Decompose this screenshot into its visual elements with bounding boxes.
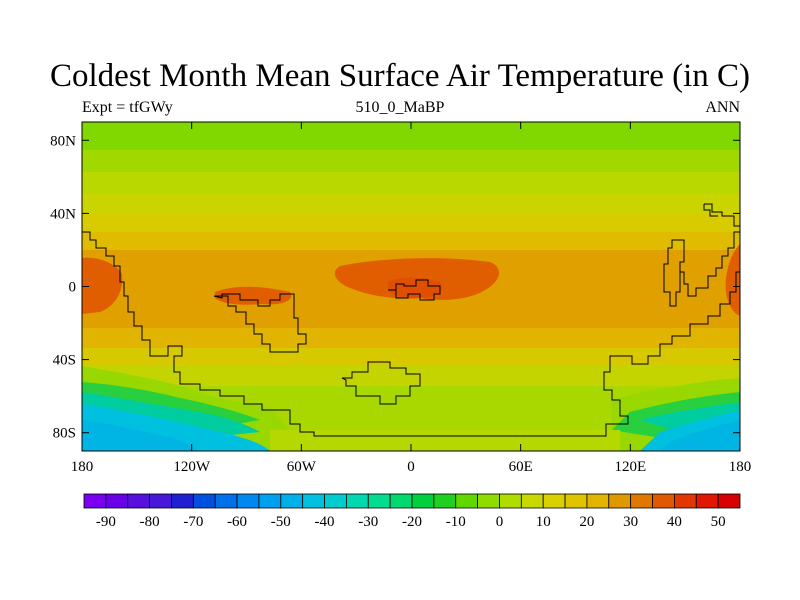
colorbar-label: 40 [667,514,682,530]
band-high-north [82,150,740,174]
colorbar-label: 20 [579,514,594,530]
colorbar-swatch [258,493,282,509]
colorbar-label: -50 [271,514,291,530]
colorbar-swatch [564,493,588,509]
temperature-field [82,122,740,451]
colorbar-label: -20 [402,514,422,530]
x-tick-label: 120E [614,459,646,475]
x-tick-label: 120W [173,459,211,475]
continent-outlines [82,203,740,437]
colorbar-label: -40 [315,514,335,530]
hot-patch-dateline-east [725,244,740,316]
colorbar [83,493,741,509]
colorbar-swatch [455,493,479,509]
cold-region-cyan [82,404,740,451]
colorbar-label: 30 [623,514,638,530]
colorbar-swatch [367,493,391,509]
colorbar-swatch [236,493,260,509]
band-low-north [82,214,740,234]
colorbar-swatch [280,493,304,509]
x-tick-label: 60W [287,459,317,475]
colorbar-labels: -90 -80 -70 -60 -50 -40 -30 -20 -10 0 10 20 30 40 50 [96,514,726,530]
coastline-equatorial-sea [388,279,441,301]
colorbar-label: -10 [446,514,466,530]
page-title: Coldest Month Mean Surface Air Temperatu… [50,58,750,94]
colorbar-label: -80 [140,514,160,530]
cold-region-teal [82,392,740,451]
band-mid-south [82,366,740,388]
colorbar-swatch [149,493,172,509]
colorbar-swatch [674,493,697,509]
y-tick-label: 0 [69,280,77,296]
colorbar-swatch [411,493,435,509]
colorbar-swatch [695,493,719,509]
y-tick-label: 80N [50,133,76,149]
colorbar-swatch [630,493,653,509]
band-low-south [82,348,740,368]
colorbar-swatch [433,493,457,509]
colorbar-swatch [608,493,632,509]
antarctic-coast-band [270,430,620,451]
colorbar-swatch [302,493,325,509]
colorbar-label: 10 [536,514,551,530]
colorbar-label: -70 [183,514,203,530]
colorbar-label: -30 [358,514,378,530]
coastline-southern-sea [341,361,421,405]
coastline-north-islands [703,203,740,227]
band-mid-north-2 [82,194,740,216]
y-tick-labels: 80N 40N 0 40S 80S [50,133,76,441]
colorbar-swatch [214,493,238,509]
colorbar-label: -60 [227,514,247,530]
hot-patch-dateline-west [82,257,123,314]
axis-ticks [81,122,741,451]
colorbar-swatch [586,493,610,509]
season-label: ANN [705,99,740,116]
colorbar-swatch [127,493,150,509]
colorbar-swatch [192,493,216,509]
y-tick-label: 40N [50,206,76,222]
coastline-pangaea [82,231,740,437]
colorbar-swatch [652,493,675,509]
colorbar-swatch [520,493,544,509]
colorbar-swatch [83,493,107,509]
band-subtropic-south [82,328,740,350]
colorbar-swatch [105,493,129,509]
coastline-central-sea [213,293,307,353]
x-tick-label: 180 [729,459,752,475]
cold-core-south [82,420,740,451]
colorbar-swatch [542,493,566,509]
x-tick-label: 180 [71,459,94,475]
band-mid-north-1 [82,172,740,196]
x-tick-label: 60E [509,459,533,475]
colorbar-label: -90 [96,514,116,530]
y-tick-label: 80S [53,426,76,442]
colorbar-swatch [717,493,741,509]
x-tick-label: 0 [407,459,415,475]
band-subtropic-north [82,232,740,252]
experiment-label: Expt = tfGWy [82,99,173,116]
time-label: 510_0_MaBP [355,99,445,116]
y-tick-label: 40S [53,353,76,369]
colorbar-swatch [345,493,369,509]
colorbar-label: 50 [711,514,726,530]
colorbar-swatch [499,493,522,509]
colorbar-swatch [171,493,194,509]
colorbar-label: 0 [496,514,504,530]
colorbar-swatch [389,493,413,509]
colorbar-swatch [477,493,500,509]
x-tick-labels: 180 120W 60W 0 60E 120E 180 [71,459,752,475]
colorbar-swatch [324,493,347,509]
